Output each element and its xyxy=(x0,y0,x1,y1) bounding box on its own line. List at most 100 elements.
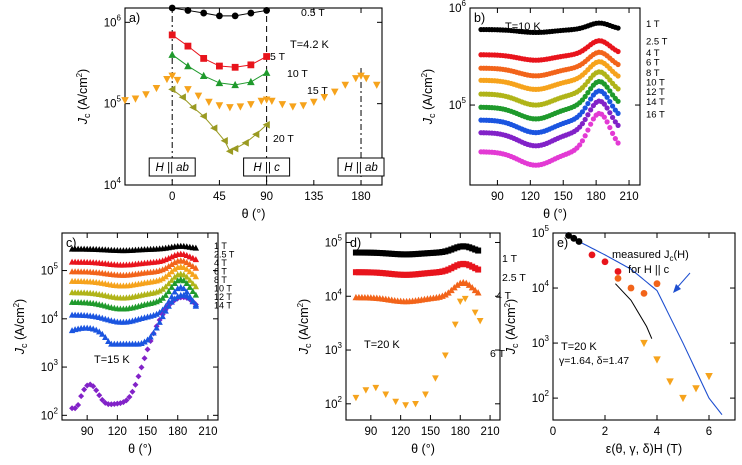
panel-label: b) xyxy=(474,11,485,25)
orientation-box: H || c xyxy=(243,157,291,177)
plot-frame xyxy=(345,232,501,421)
x-tick-label: 120 xyxy=(391,426,410,438)
data-point xyxy=(162,273,169,280)
data-point xyxy=(570,234,578,242)
legend-label: 2.5 T xyxy=(646,37,668,48)
data-point xyxy=(168,50,177,58)
data-point xyxy=(90,383,97,390)
data-point xyxy=(121,97,129,105)
y-tick-label: 104 xyxy=(532,279,550,295)
data-point xyxy=(236,103,245,111)
temperature-annotation: T=15 K xyxy=(94,354,130,366)
x-tick-label: 180 xyxy=(587,191,606,203)
data-point xyxy=(81,386,88,393)
series-4-T xyxy=(68,257,200,278)
data-point xyxy=(200,55,208,62)
data-point xyxy=(220,136,228,145)
legend-label: 14 T xyxy=(646,97,665,108)
data-point xyxy=(604,119,610,125)
x-tick-label: 180 xyxy=(351,191,370,203)
data-point xyxy=(607,124,613,131)
data-point xyxy=(607,88,613,94)
data-point xyxy=(601,91,607,97)
series-10-T xyxy=(168,50,271,89)
temperature-annotation: T=4.2 K xyxy=(290,39,329,51)
x-tick-label: 150 xyxy=(554,191,573,203)
data-point xyxy=(262,96,271,104)
data-point xyxy=(168,276,175,283)
data-point xyxy=(165,280,172,287)
data-point xyxy=(183,265,190,272)
data-point xyxy=(588,121,594,127)
y-tick-label: 106 xyxy=(449,0,467,15)
data-point xyxy=(231,12,239,20)
series-4-T xyxy=(614,274,661,297)
x-tick-label: 150 xyxy=(138,426,157,438)
data-point xyxy=(72,405,79,412)
data-point xyxy=(585,127,591,133)
data-point xyxy=(341,81,350,89)
data-point xyxy=(614,274,622,282)
y-tick-label: 102 xyxy=(532,389,550,405)
series-4-T: 4 T xyxy=(478,48,660,79)
data-point xyxy=(432,375,439,382)
legend-label: 10 T xyxy=(646,77,665,88)
data-point xyxy=(180,277,187,284)
data-point xyxy=(184,62,192,70)
series-2-5-T: 2.5 T xyxy=(478,37,668,63)
data-point xyxy=(263,7,271,14)
data-point xyxy=(165,288,172,295)
data-point xyxy=(590,116,596,122)
data-point xyxy=(475,247,482,254)
data-point xyxy=(627,284,635,292)
data-point xyxy=(189,297,197,304)
legend-label: 6 T xyxy=(490,348,506,360)
data-point xyxy=(263,53,271,60)
data-point xyxy=(575,238,583,245)
panel-c: 90 120 150 180 210 102 103 104 105 θ (°) Jc (A/cm2… xyxy=(12,232,235,456)
data-point xyxy=(357,72,365,80)
data-point xyxy=(99,330,106,337)
data-point xyxy=(192,283,200,290)
legend-label: 6 T xyxy=(646,58,660,69)
data-point xyxy=(615,73,621,79)
data-point xyxy=(579,138,586,144)
data-point xyxy=(123,397,130,404)
data-point xyxy=(102,333,109,340)
orientation-box-frame xyxy=(243,157,291,177)
data-point xyxy=(96,328,103,335)
data-point xyxy=(162,291,169,298)
data-point xyxy=(159,285,166,292)
x-tick-label: 210 xyxy=(480,426,499,438)
data-point xyxy=(183,279,190,286)
data-point xyxy=(153,324,160,331)
data-point xyxy=(615,48,621,55)
data-point xyxy=(205,98,213,106)
orientation-box: H || ab xyxy=(337,157,385,177)
legend-label: 4 T xyxy=(214,258,227,268)
x-tick-label: 90 xyxy=(81,426,94,438)
data-point xyxy=(585,100,591,107)
data-point xyxy=(588,107,594,113)
panel-e: 0 2 4 6 102 103 104 105 ε(θ, γ, δ)H (T) Jc (A/cm2… xyxy=(503,224,736,456)
data-point xyxy=(441,291,449,298)
data-point xyxy=(247,101,255,109)
panel-label: d) xyxy=(350,236,361,250)
series-2-5-T xyxy=(352,260,482,278)
data-point xyxy=(183,273,190,280)
x-axis-label: θ (°) xyxy=(411,442,435,456)
data-point xyxy=(180,271,187,278)
legend-label: 10 T xyxy=(214,284,232,294)
data-point xyxy=(609,103,616,109)
data-point xyxy=(612,136,618,142)
data-point xyxy=(192,301,200,308)
series-line xyxy=(171,88,267,152)
series-15-T xyxy=(121,72,381,112)
data-point xyxy=(162,307,169,314)
data-point xyxy=(144,346,151,353)
data-point xyxy=(451,321,459,328)
data-point xyxy=(609,130,616,136)
data-point xyxy=(453,281,461,288)
data-point xyxy=(215,78,224,87)
legend-label: 8 T xyxy=(646,68,660,79)
